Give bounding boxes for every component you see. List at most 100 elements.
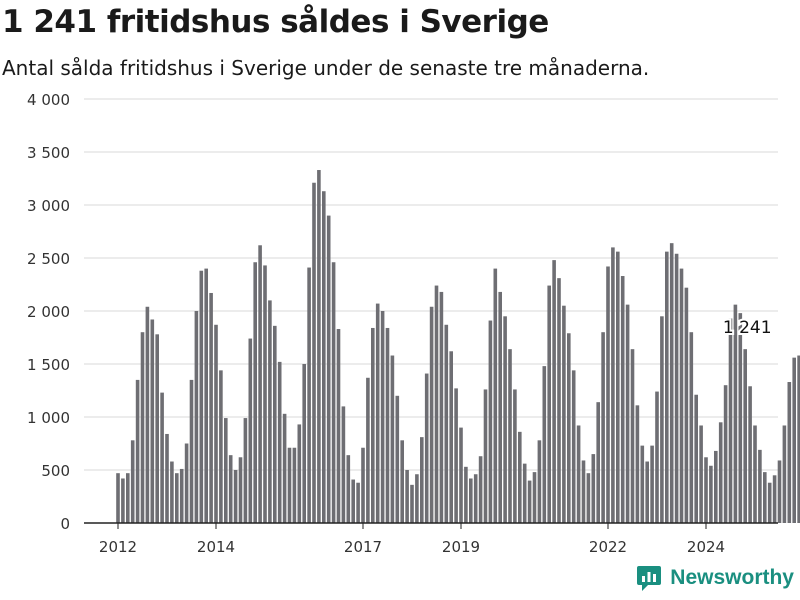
- bar: [772, 475, 777, 523]
- bar: [199, 270, 204, 523]
- bar: [116, 473, 120, 523]
- bar: [282, 413, 287, 523]
- bar: [650, 445, 654, 523]
- bar: [145, 306, 150, 523]
- bar: [591, 454, 596, 523]
- y-tick-label: 0: [60, 515, 70, 533]
- bar: [714, 450, 718, 523]
- bar: [400, 440, 404, 523]
- bar: [718, 422, 723, 523]
- bar: [655, 391, 659, 523]
- bar: [620, 276, 625, 523]
- bar: [763, 472, 767, 523]
- bar: [268, 300, 272, 523]
- bar: [356, 482, 360, 523]
- bar: [150, 319, 155, 523]
- chart-title: 1 241 fritidshus såldes i Sverige: [2, 4, 549, 40]
- bar: [473, 474, 478, 523]
- bar: [228, 455, 233, 523]
- bar: [630, 349, 635, 523]
- bar: [684, 287, 689, 523]
- y-axis-ticks: 0 500 1 000 1 500 2 000 2 500 3 000 3 500 4 000: [27, 91, 70, 533]
- x-tick-label: 2017: [344, 538, 382, 556]
- x-tick-label: 2019: [442, 538, 480, 556]
- bar: [606, 266, 610, 523]
- bar: [665, 251, 669, 523]
- bar: [704, 457, 708, 523]
- bar: [782, 425, 787, 523]
- bar: [522, 463, 527, 523]
- bar: [459, 427, 463, 523]
- bar: [312, 182, 316, 524]
- bar: [552, 260, 556, 523]
- bar: [601, 332, 605, 523]
- bar: [694, 394, 698, 523]
- bar: [743, 349, 747, 523]
- x-axis: 2012 2014 2017 2019 2022 2024: [84, 522, 778, 556]
- bar: [410, 484, 414, 523]
- bar: [733, 304, 738, 523]
- bar: [611, 247, 615, 523]
- bar: [547, 285, 551, 523]
- bar: [371, 327, 375, 523]
- y-tick-label: 3 500: [27, 144, 70, 162]
- y-tick-label: 2 500: [27, 250, 70, 268]
- bar: [351, 479, 355, 523]
- x-tick-label: 2022: [589, 538, 627, 556]
- bar: [532, 472, 537, 523]
- bar: [738, 313, 743, 523]
- bar: [189, 379, 194, 523]
- bar: [405, 470, 409, 523]
- bar: [165, 433, 169, 523]
- bar: [503, 316, 507, 523]
- bar: [155, 334, 159, 523]
- bar: [331, 262, 336, 523]
- bar: [233, 470, 238, 523]
- bar: [224, 418, 228, 523]
- bar: [625, 304, 630, 523]
- bar: [581, 460, 586, 523]
- bar: [699, 425, 703, 523]
- bar: [557, 278, 561, 523]
- bar: [513, 389, 517, 523]
- bar: [444, 324, 449, 523]
- bar: [238, 457, 243, 523]
- y-tick-label: 1 500: [27, 356, 70, 374]
- bar: [498, 291, 502, 523]
- bar: [366, 377, 370, 523]
- bar: [322, 191, 326, 523]
- bar: [748, 386, 752, 523]
- bar: [469, 478, 473, 523]
- bar: [508, 349, 512, 523]
- bar: [336, 329, 341, 523]
- bar: [758, 449, 762, 523]
- bar: [248, 338, 253, 523]
- chart-subtitle: Antal sålda fritidshus i Sverige under d…: [2, 56, 650, 80]
- bar: [263, 265, 267, 523]
- bar: [571, 370, 576, 523]
- newsworthy-icon: [637, 566, 662, 591]
- bar: [792, 357, 796, 523]
- newsworthy-logo: Newsworthy: [636, 564, 794, 592]
- bar: [258, 245, 262, 523]
- annotation: 1 241: [721, 316, 774, 340]
- bar: [253, 262, 257, 523]
- bar: [635, 405, 640, 523]
- y-tick-label: 500: [41, 462, 70, 480]
- bar: [390, 355, 395, 523]
- bar: [170, 461, 174, 523]
- bar: [753, 425, 757, 523]
- bar: [464, 466, 468, 523]
- bar: [537, 440, 542, 523]
- bar: [518, 431, 522, 523]
- y-tick-label: 2 000: [27, 303, 70, 321]
- bar: [307, 267, 311, 523]
- bar: [346, 455, 351, 523]
- annotation-label: 1 241: [723, 318, 772, 338]
- bar: [674, 253, 679, 523]
- bar: [439, 291, 444, 523]
- bar: [797, 355, 800, 523]
- bar: [660, 316, 664, 523]
- bar: [179, 468, 184, 523]
